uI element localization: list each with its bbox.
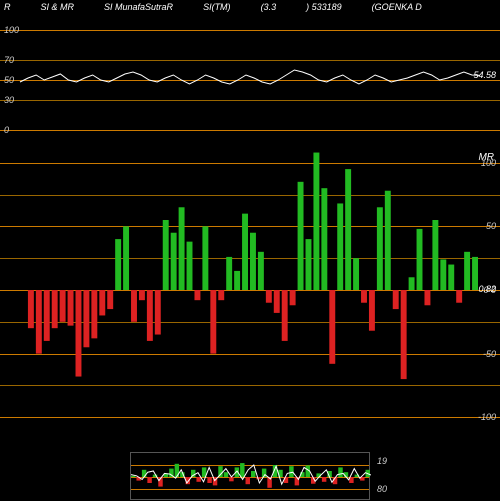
current-value-label: 54.58 — [473, 70, 496, 80]
axis-label: 19 — [377, 456, 387, 466]
header-item: R — [4, 2, 11, 12]
current-value-label: 0.82 — [478, 284, 496, 294]
summary-panel: 1980 — [130, 452, 370, 500]
header-item: SI(TM) — [203, 2, 231, 12]
rsi-panel: 100705030054.58 — [0, 20, 500, 130]
header-item: SI MunafaSutraR — [104, 2, 173, 12]
header-item: (GOENKA D — [372, 2, 422, 12]
chart-header: R SI & MR SI MunafaSutraR SI(TM) (3.3 ) … — [0, 0, 500, 14]
header-item: ) 533189 — [306, 2, 342, 12]
axis-label: 80 — [377, 484, 387, 494]
header-item: SI & MR — [41, 2, 75, 12]
mr-panel: MR100500 0-50-1000.82 — [0, 150, 500, 430]
header-item: (3.3 — [261, 2, 277, 12]
